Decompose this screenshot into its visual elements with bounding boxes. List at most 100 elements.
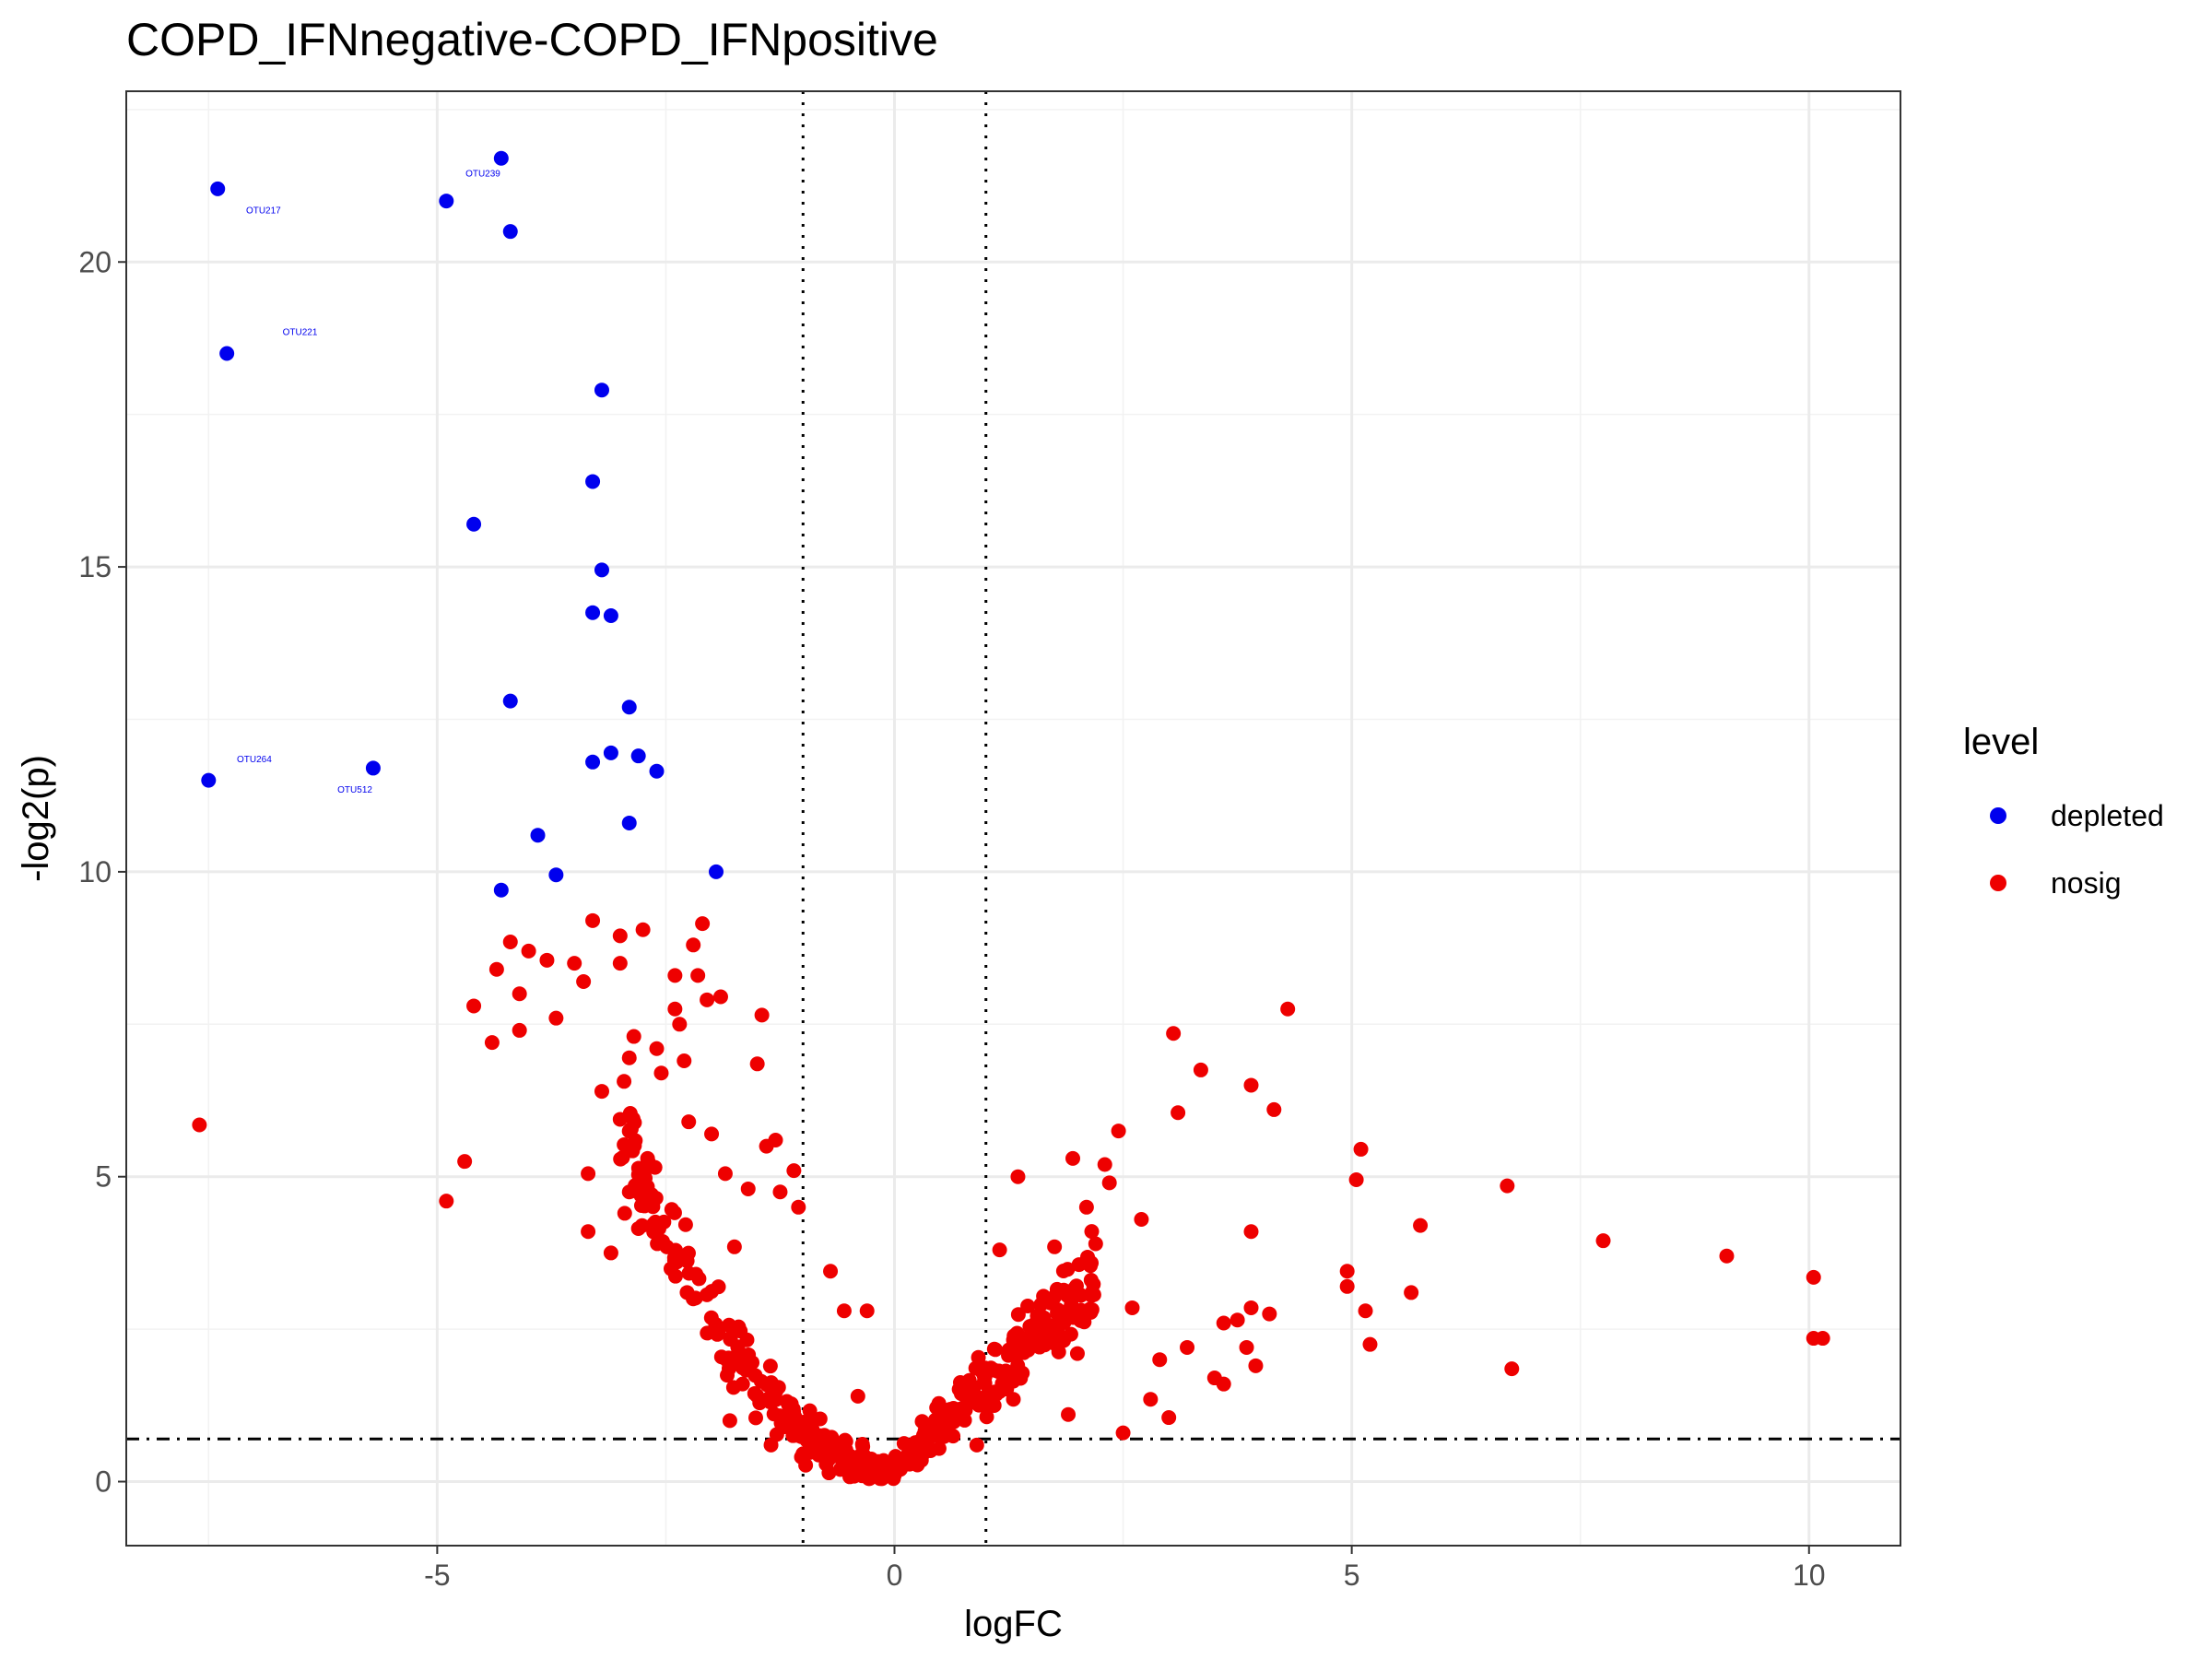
data-point-nosig [1171,1105,1186,1121]
data-point-nosig [1180,1339,1195,1355]
data-point-depleted [219,346,235,361]
data-point-nosig [1358,1303,1373,1319]
data-point-nosig [621,1184,637,1200]
data-point-nosig [846,1468,862,1484]
data-point-nosig [663,1261,678,1277]
y-tick-label: 10 [78,855,112,888]
x-tick-label: 10 [1793,1559,1826,1592]
data-point-nosig [615,1150,630,1166]
data-point-nosig [1083,1258,1099,1274]
data-point-nosig [1045,1328,1061,1344]
plot-panel: OTU217 OTU239 OTU221 OTU264 OTU512 [125,90,1901,1547]
data-point-nosig [762,1359,778,1374]
data-point-nosig [617,1206,632,1221]
data-point-nosig [640,1150,655,1166]
data-point-nosig [1404,1285,1419,1300]
grid-major [126,91,1900,1546]
data-point-nosig [909,1451,924,1466]
data-point-nosig [979,1409,994,1425]
data-point-nosig [1086,1277,1101,1292]
data-point-nosig [1010,1169,1026,1184]
data-point-nosig [667,968,683,983]
data-point-nosig [686,937,701,953]
data-point-nosig [768,1133,783,1148]
y-axis-title: -log2(p) [16,755,56,882]
data-point-nosig [512,1022,527,1038]
point-label: OTU264 [237,755,272,765]
data-point-depleted [439,194,454,209]
y-tick-label: 5 [95,1160,112,1194]
data-point-depleted [466,516,482,532]
data-point-nosig [646,1224,662,1240]
grid-minor [126,91,1900,1546]
data-point-nosig [872,1457,888,1473]
legend: level depleted nosig [1963,722,2164,900]
data-point-nosig [1111,1124,1126,1139]
data-point-nosig [679,1253,695,1269]
data-point-nosig [1047,1239,1063,1254]
data-point-nosig [581,1224,596,1240]
data-point-nosig [798,1457,814,1473]
data-point-depleted [502,693,518,709]
data-point-nosig [667,1001,683,1017]
data-point-depleted [649,763,665,779]
chart-title: COPD_IFNnegative-COPD_IFNpositive [126,14,938,65]
data-point-nosig [1280,1001,1296,1017]
data-point-nosig [576,973,592,989]
data-point-nosig [720,1368,735,1383]
data-point-nosig [630,1160,646,1176]
data-point-nosig [1152,1352,1168,1368]
data-point-nosig [1719,1248,1735,1264]
legend-entries: depleted nosig [1990,799,2164,900]
data-point-nosig [717,1166,733,1182]
data-point-nosig [1077,1314,1092,1330]
data-point-nosig [992,1242,1007,1258]
data-point-depleted [621,815,637,830]
data-point-nosig [850,1388,865,1404]
data-point-nosig [749,1056,765,1072]
data-point-nosig [1013,1371,1029,1386]
data-point-nosig [1084,1224,1100,1240]
legend-key-nosig [1990,875,2006,891]
data-point-nosig [1216,1376,1231,1392]
reference-lines [126,91,1900,1546]
data-point-nosig [622,1105,638,1121]
data-point-nosig [1097,1157,1112,1172]
data-point-nosig [650,1236,665,1252]
data-point-nosig [1266,1101,1282,1117]
data-point-depleted [585,754,601,770]
data-point-nosig [936,1425,952,1441]
data-point-nosig [1006,1392,1021,1407]
data-point-nosig [1001,1342,1017,1358]
data-point-nosig [936,1414,952,1430]
data-point-nosig [585,912,601,928]
data-point-nosig [512,986,527,1002]
data-point-depleted [210,181,226,196]
data-point-nosig [831,1441,847,1456]
data-point-nosig [502,934,518,949]
data-point-nosig [1413,1218,1429,1233]
data-point-nosig [805,1428,820,1443]
legend-label-nosig: nosig [2051,866,2122,900]
data-point-nosig [977,1360,993,1376]
data-point-nosig [861,1471,877,1487]
y-tick-label: 0 [95,1465,112,1499]
data-point-nosig [617,1137,632,1153]
data-point-nosig [763,1437,779,1453]
data-point-nosig [1078,1199,1094,1215]
data-point-depleted [594,562,609,578]
data-point-nosig [700,992,715,1007]
x-axis-ticks: -5 0 5 10 [424,1546,1826,1592]
legend-title: level [1963,722,2039,762]
data-point-nosig [931,1441,947,1456]
data-point-nosig [1595,1233,1611,1249]
data-point-nosig [1500,1178,1515,1194]
data-point-depleted [630,748,646,764]
data-point-nosig [567,956,582,971]
data-point-nosig [713,1349,729,1365]
data-point-nosig [1143,1392,1159,1407]
data-point-nosig [623,1121,639,1136]
data-point-nosig [802,1403,818,1418]
data-point-nosig [1248,1358,1264,1373]
